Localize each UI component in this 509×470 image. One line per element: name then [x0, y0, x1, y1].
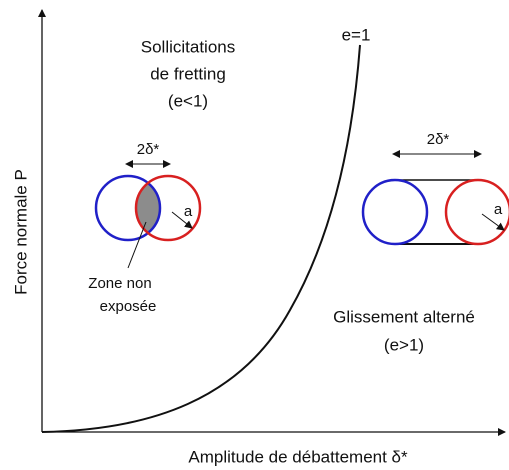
- radius-arrow: [481, 213, 505, 231]
- red-circle: [444, 178, 509, 246]
- zone-pointer: [127, 221, 147, 269]
- sliding-title: Glissement alterné: [333, 307, 475, 326]
- blue-circle: [361, 178, 429, 246]
- displacement-label: 2δ*: [427, 131, 450, 148]
- fretting-title: Sollicitations: [141, 37, 236, 56]
- radius-arrow: [171, 211, 193, 229]
- y-axis-label: Force normale P: [11, 169, 30, 295]
- displacement-label: 2δ*: [137, 141, 160, 158]
- radius-label: a: [184, 203, 193, 220]
- boundary-label: e=1: [342, 25, 371, 44]
- boundary-curve: [41, 44, 361, 433]
- blue-circle: [94, 174, 162, 242]
- fretting-title: (e<1): [168, 91, 208, 110]
- overlap-zone: [136, 176, 160, 240]
- x-axis-label: Amplitude de débattement δ*: [188, 447, 408, 466]
- fretting-title: de fretting: [150, 64, 226, 83]
- zone-label: exposée: [100, 298, 157, 315]
- red-circle: [134, 174, 202, 242]
- zone-label: Zone non: [88, 275, 151, 292]
- radius-label: a: [494, 201, 503, 218]
- sliding-title: (e>1): [384, 335, 424, 354]
